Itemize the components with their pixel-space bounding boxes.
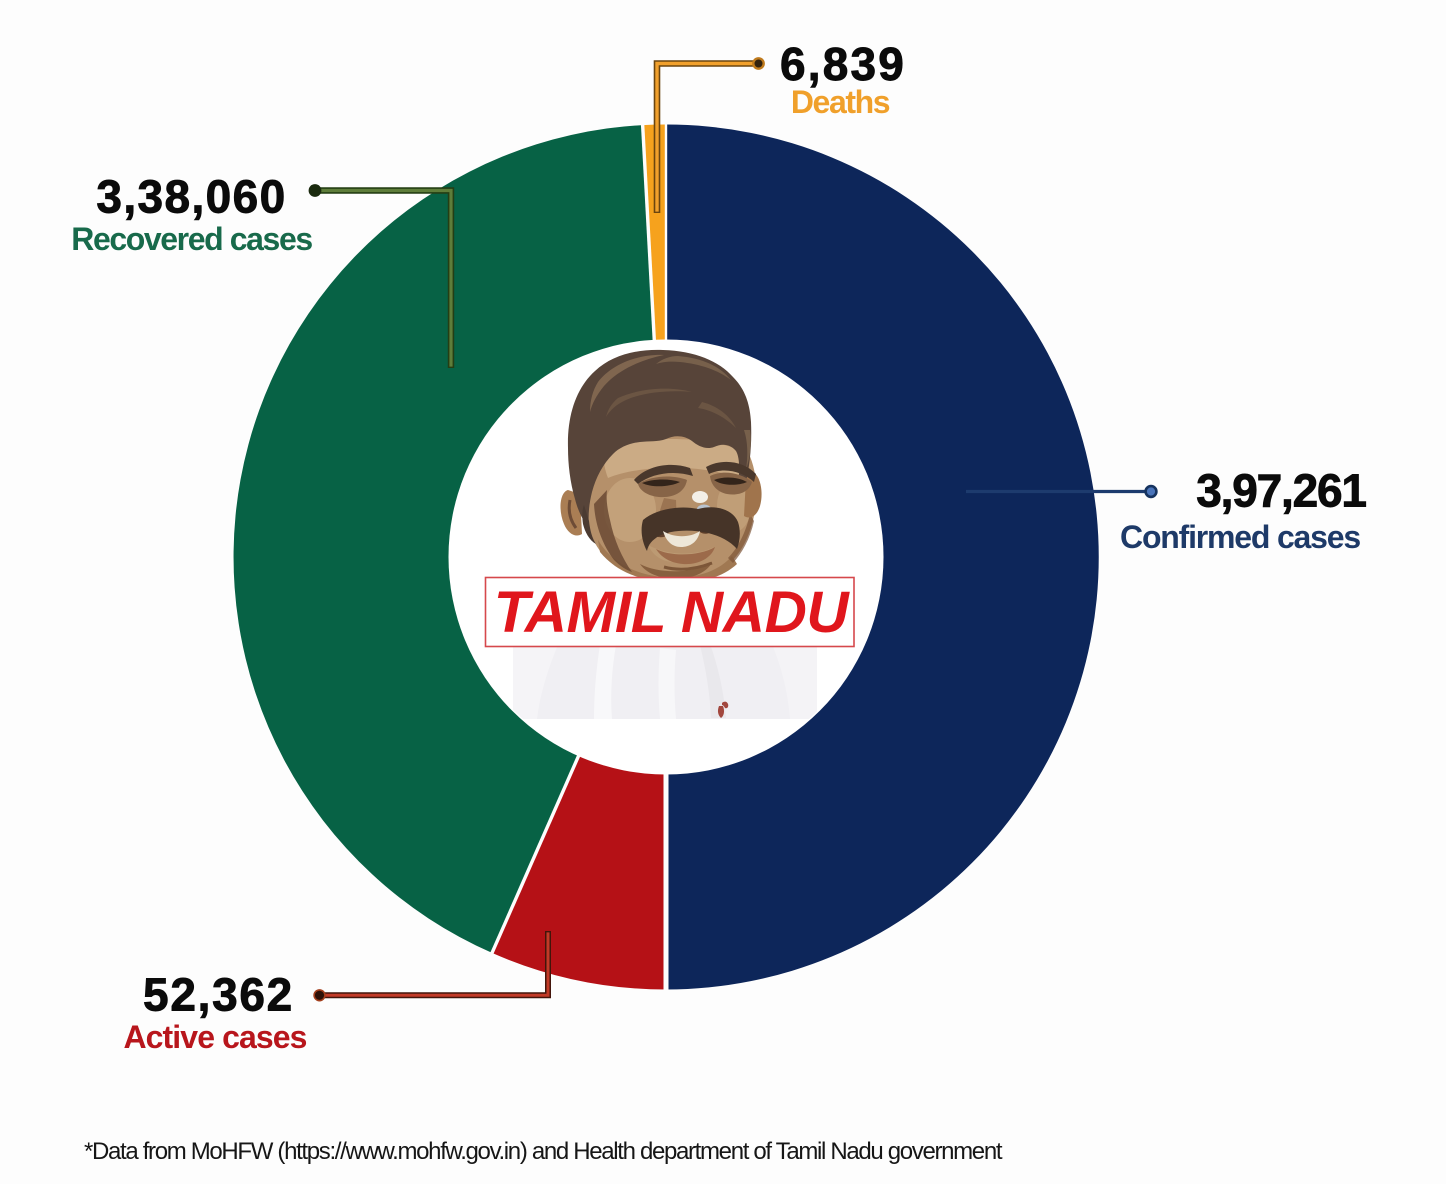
- svg-text:Active cases: Active cases: [123, 1019, 306, 1055]
- svg-text:TAMIL NADU: TAMIL NADU: [494, 580, 851, 645]
- svg-text:Deaths: Deaths: [791, 84, 890, 120]
- svg-text:Recovered cases: Recovered cases: [71, 221, 312, 257]
- svg-text:Confirmed cases: Confirmed cases: [1120, 519, 1360, 555]
- svg-text:3,38,060: 3,38,060: [96, 171, 286, 223]
- svg-text:*Data from MoHFW (https://www.: *Data from MoHFW (https://www.mohfw.gov.…: [84, 1138, 1003, 1165]
- svg-text:3,97,261: 3,97,261: [1196, 465, 1366, 517]
- svg-text:6,839: 6,839: [780, 38, 906, 90]
- svg-text:52,362: 52,362: [143, 969, 294, 1021]
